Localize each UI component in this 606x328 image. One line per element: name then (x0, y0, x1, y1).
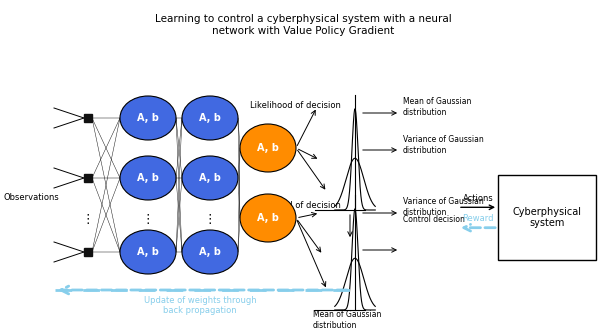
Bar (84, 114, 92, 122)
Text: ⋮: ⋮ (82, 214, 95, 227)
Text: Variance of Gaussian
distribution: Variance of Gaussian distribution (403, 135, 484, 155)
Text: A, b: A, b (199, 247, 221, 257)
Text: A, b: A, b (199, 173, 221, 183)
Text: ⋮: ⋮ (204, 214, 216, 227)
Ellipse shape (240, 194, 296, 242)
Ellipse shape (182, 230, 238, 274)
Text: A, b: A, b (257, 213, 279, 223)
Text: Mean of Gaussian
distribution: Mean of Gaussian distribution (403, 97, 471, 117)
Text: Update of weights through
back propagation: Update of weights through back propagati… (144, 296, 256, 316)
Text: A, b: A, b (137, 113, 159, 123)
Text: Likelihood of decision: Likelihood of decision (250, 201, 341, 210)
Text: A, b: A, b (137, 173, 159, 183)
Ellipse shape (240, 124, 296, 172)
Text: Variance of Gaussian
distribution: Variance of Gaussian distribution (403, 197, 484, 217)
Text: Learning to control a cyberphysical system with a neural
network with Value Poli: Learning to control a cyberphysical syst… (155, 14, 451, 36)
Text: A, b: A, b (199, 113, 221, 123)
Text: A, b: A, b (137, 247, 159, 257)
FancyBboxPatch shape (498, 175, 596, 260)
Text: Cyberphysical
system: Cyberphysical system (513, 207, 582, 228)
Text: Mean of Gaussian
distribution: Mean of Gaussian distribution (313, 310, 381, 328)
Text: Observations: Observations (3, 193, 59, 202)
Ellipse shape (120, 96, 176, 140)
Text: Control decision: Control decision (403, 215, 465, 224)
Text: Likelihood of decision: Likelihood of decision (250, 101, 341, 110)
Ellipse shape (120, 230, 176, 274)
Ellipse shape (182, 156, 238, 200)
Ellipse shape (120, 156, 176, 200)
Ellipse shape (182, 96, 238, 140)
Text: Reward: Reward (462, 214, 494, 223)
Bar (84, 248, 92, 256)
Bar (84, 174, 92, 182)
Text: A, b: A, b (257, 143, 279, 153)
Text: ⋮: ⋮ (142, 214, 155, 227)
Text: Actions: Actions (462, 194, 493, 203)
